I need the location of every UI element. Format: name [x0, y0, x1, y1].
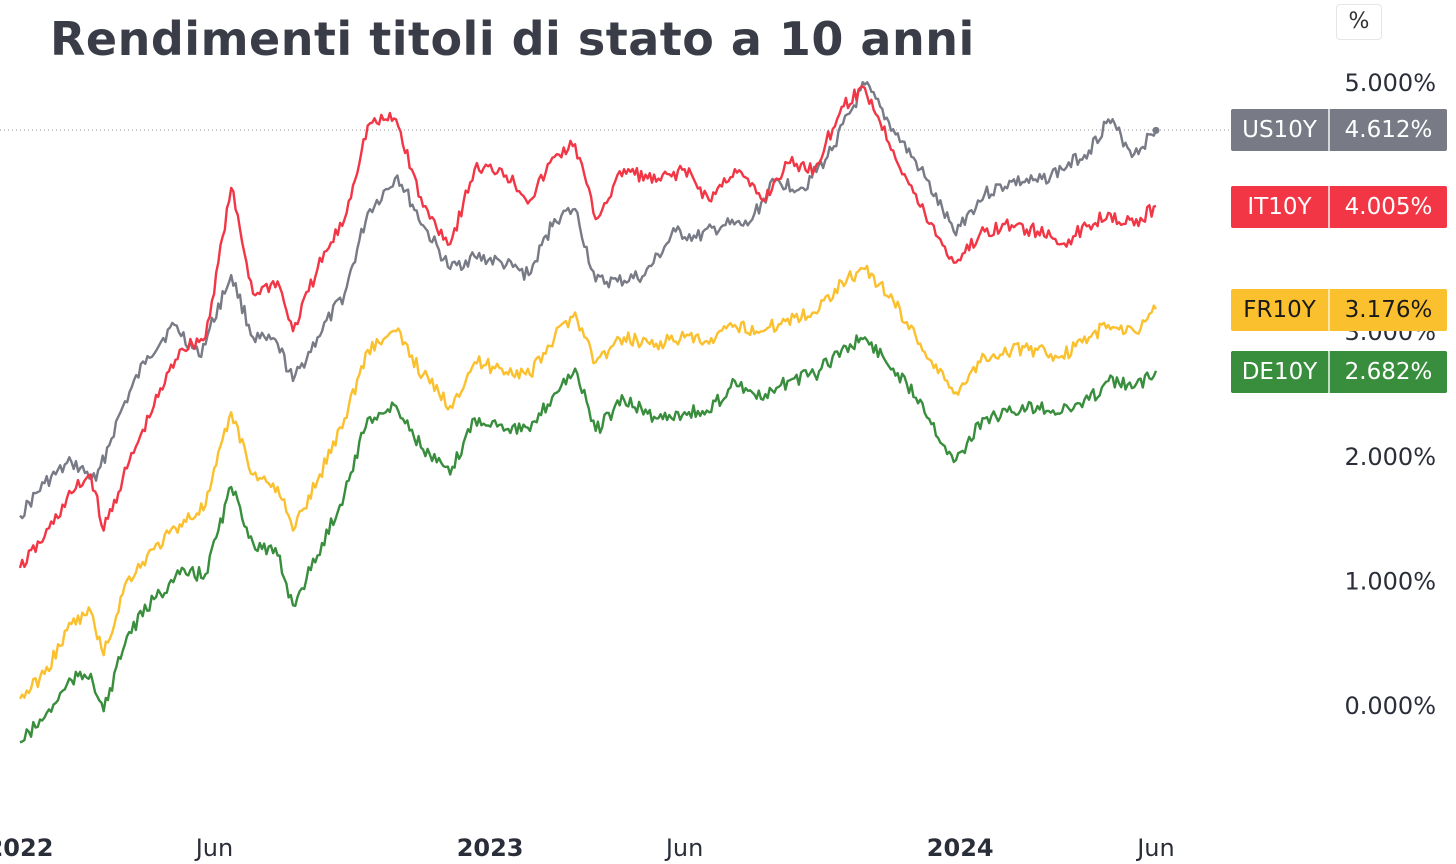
- unit-button[interactable]: %: [1336, 4, 1382, 40]
- y-tick-label: 1.000%: [1344, 567, 1436, 595]
- x-axis: 2022 Jun 2023 Jun 2024 Jun: [0, 834, 1175, 862]
- fr10y-tag-name: FR10Y: [1243, 297, 1316, 323]
- de10y-tag-name: DE10Y: [1241, 359, 1318, 385]
- y-tick-label: 0.000%: [1344, 692, 1436, 720]
- x-tick-label: 2024: [927, 834, 994, 862]
- x-tick-label: 2022: [0, 834, 53, 862]
- x-tick-label: Jun: [194, 834, 234, 862]
- chart-title: Rendimenti titoli di stato a 10 anni: [50, 12, 975, 66]
- fr10y-tag-value: 3.176%: [1328, 289, 1447, 331]
- us10y-last-point: [1152, 126, 1160, 134]
- x-tick-label: 2023: [457, 834, 524, 862]
- fr10y-price-tag[interactable]: FR10Y 3.176%: [1231, 289, 1447, 331]
- y-tick-label: 5.000%: [1344, 69, 1436, 97]
- us10y-price-tag[interactable]: US10Y 4.612%: [1231, 109, 1447, 151]
- x-tick-label: Jun: [664, 834, 704, 862]
- it10y-line[interactable]: [18, 85, 1157, 569]
- de10y-line[interactable]: [19, 334, 1158, 744]
- us10y-tag-value: 4.612%: [1328, 109, 1447, 151]
- it10y-price-tag[interactable]: IT10Y 4.005%: [1231, 186, 1447, 228]
- series-layer: [18, 81, 1160, 744]
- it10y-tag-value: 4.005%: [1328, 186, 1447, 228]
- it10y-tag-name: IT10Y: [1247, 194, 1312, 220]
- us10y-tag-name: US10Y: [1242, 117, 1317, 143]
- us10y-line[interactable]: [19, 81, 1158, 520]
- y-tick-label: 2.000%: [1344, 443, 1436, 471]
- de10y-price-tag[interactable]: DE10Y 2.682%: [1231, 351, 1447, 393]
- de10y-tag-value: 2.682%: [1328, 351, 1447, 393]
- fr10y-line[interactable]: [18, 264, 1158, 700]
- x-tick-label: Jun: [1135, 834, 1175, 862]
- y-axis: 0.000%1.000%2.000%3.000%5.000%: [1344, 69, 1436, 720]
